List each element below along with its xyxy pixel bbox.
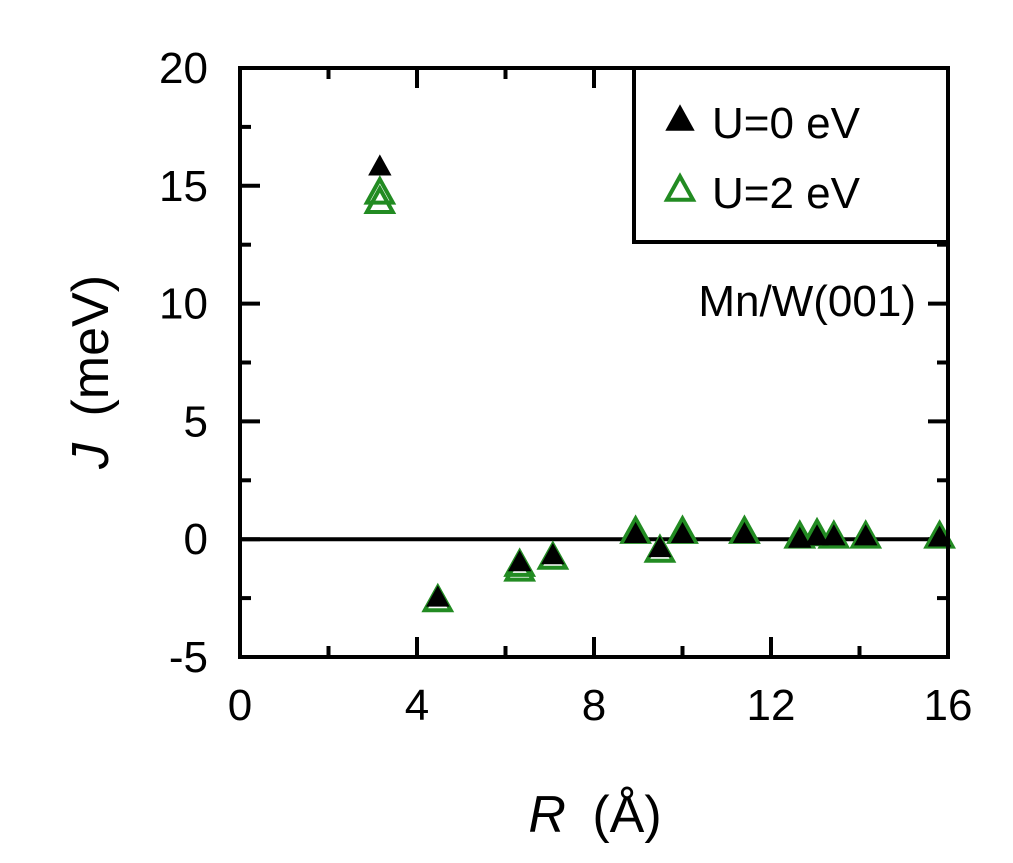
x-axis-title: R (Å) bbox=[528, 786, 661, 844]
x-tick-label: 0 bbox=[228, 681, 252, 730]
legend-box bbox=[632, 66, 950, 244]
y-axis-title: J (meV) bbox=[62, 275, 120, 470]
tick-labels: 0 4 8 12 16 -5 0 5 10 15 20 bbox=[159, 44, 972, 730]
u2-data-point bbox=[363, 175, 397, 205]
x-tick-label: 4 bbox=[405, 681, 429, 730]
u2-data-point bbox=[817, 519, 851, 549]
u2-data-point bbox=[363, 184, 397, 215]
u0-data-point bbox=[788, 526, 812, 548]
legend-marker bbox=[663, 172, 697, 202]
y-tick-label: 10 bbox=[159, 280, 208, 329]
legend-items: U=0 eV U=2 eV bbox=[663, 99, 861, 218]
legend-label: U=0 eV bbox=[712, 99, 861, 148]
plot-frame bbox=[238, 66, 950, 659]
data-points bbox=[363, 154, 956, 613]
u0-data-point bbox=[732, 521, 757, 543]
u0-data-point bbox=[507, 550, 532, 572]
u0-data-point bbox=[805, 524, 829, 546]
legend: U=0 eV U=2 eV bbox=[632, 66, 950, 244]
y-tick-label: 15 bbox=[159, 162, 208, 211]
y-tick-label: 0 bbox=[184, 515, 208, 564]
x-axis-unit: (Å) bbox=[592, 786, 661, 844]
u0-data-point bbox=[853, 524, 878, 546]
u0-data-point bbox=[927, 525, 952, 547]
legend-marker bbox=[665, 104, 695, 131]
y-axis-unit: (meV) bbox=[62, 275, 120, 417]
legend-label: U=2 eV bbox=[712, 169, 861, 218]
u0-data-point bbox=[426, 585, 450, 607]
u0-data-point bbox=[648, 536, 672, 558]
x-tick-label: 8 bbox=[582, 681, 606, 730]
x-tick-label: 12 bbox=[747, 681, 796, 730]
u0-data-point bbox=[368, 154, 392, 176]
x-tick-label: 16 bbox=[924, 681, 973, 730]
u0-data-point bbox=[541, 543, 565, 565]
y-axis-symbol: J bbox=[62, 442, 120, 470]
system-annotation: Mn/W(001) bbox=[698, 277, 916, 326]
y-tick-label: -5 bbox=[169, 633, 208, 682]
x-axis-symbol: R bbox=[528, 786, 566, 844]
y-tick-label: 5 bbox=[184, 397, 208, 446]
u2-data-point bbox=[849, 519, 883, 549]
u0-data-point bbox=[623, 521, 648, 543]
y-tick-label: 20 bbox=[159, 44, 208, 93]
u0-data-point bbox=[670, 521, 695, 543]
u0-data-point bbox=[822, 524, 846, 546]
